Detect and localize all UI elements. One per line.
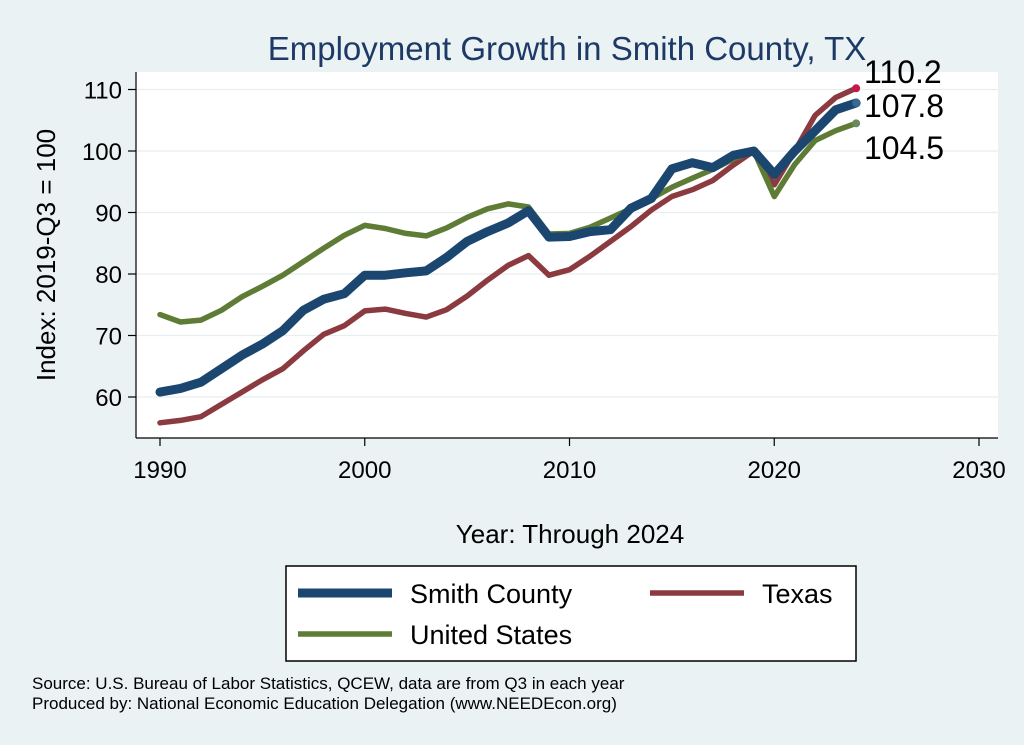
producer-note: Produced by: National Economic Education…	[32, 694, 617, 713]
y-tick-label: 70	[95, 324, 122, 351]
y-tick-label: 60	[95, 385, 122, 412]
x-tick-label: 2010	[543, 457, 596, 484]
end-labels: 110.2 104.5 107.8	[864, 54, 944, 166]
ticks: 60 70 80 90 100 110 1990 2000 2010 2020 2030	[82, 78, 1006, 485]
y-tick-label: 110	[84, 78, 122, 105]
y-axis-label: Index: 2019-Q3 = 100	[31, 129, 61, 381]
y-tick-label: 100	[82, 139, 122, 166]
series-lines	[155, 85, 861, 426]
legend: Smith County Texas United States	[285, 565, 857, 662]
x-tick-label: 2020	[748, 457, 801, 484]
end-label-texas: 110.2	[864, 54, 942, 90]
y-tick-label: 90	[95, 201, 122, 228]
y-tick-label: 80	[95, 262, 122, 289]
legend-label-us: United States	[410, 620, 572, 650]
x-tick-label: 2000	[338, 457, 391, 484]
chart-title: Employment Growth in Smith County, TX	[268, 30, 867, 67]
end-label-smith: 107.8	[864, 88, 944, 124]
x-axis-label: Year: Through 2024	[456, 519, 684, 549]
end-marker-us	[852, 119, 861, 128]
end-marker-smith	[852, 99, 861, 108]
series-line-smith	[155, 98, 861, 397]
series-line-texas	[157, 85, 859, 426]
legend-label-smith: Smith County	[410, 579, 573, 609]
plot-area	[136, 72, 998, 438]
x-tick-label: 1990	[133, 457, 186, 484]
legend-items: Smith County Texas United States	[298, 579, 833, 650]
end-markers	[852, 84, 861, 128]
end-label-us: 104.5	[864, 130, 944, 166]
end-marker-texas	[852, 84, 861, 93]
source-note: Source: U.S. Bureau of Labor Statistics,…	[32, 674, 625, 693]
legend-label-texas: Texas	[762, 579, 833, 609]
x-tick-label: 2030	[952, 457, 1005, 484]
axes	[135, 72, 998, 439]
legend-box	[285, 565, 857, 662]
